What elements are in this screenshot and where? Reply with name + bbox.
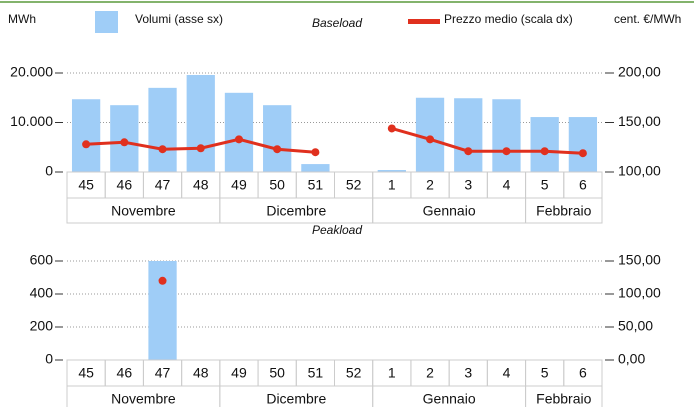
x-tick-label: 2 [426,177,434,193]
point [502,147,511,156]
bar [301,164,330,172]
y-tick-label: 200 [30,318,54,334]
point [387,124,396,133]
bar [263,105,292,172]
y2-tick-label: 0,00 [618,351,645,367]
x-tick-label: 52 [346,365,362,381]
bar [71,99,101,172]
y-tick-label: 0 [45,351,53,367]
point [540,147,549,156]
y2-tick-label: 200,00 [618,64,661,80]
group-cell [525,197,603,224]
bar [377,170,406,172]
bar [492,99,521,172]
point [158,145,167,154]
group-label: Febbraio [536,391,591,407]
point [578,149,587,158]
point [311,148,320,157]
x-tick-label: 4 [503,177,511,193]
x-tick-label: 3 [464,177,472,193]
chart-title: Baseload [312,16,362,30]
point [464,147,473,156]
bar [148,261,177,360]
bar [186,74,215,172]
group-cell [525,385,603,407]
y-tick-label: 20.000 [10,64,53,80]
bar [568,117,598,172]
x-tick-label: 45 [78,365,94,381]
point [273,145,282,154]
x-tick-label: 5 [541,177,549,193]
point [234,135,243,144]
y2-tick-label: 150,00 [618,113,661,129]
legend-label: Volumi (asse sx) [135,12,223,26]
chart-title: Peakload [312,223,362,237]
x-tick-label: 45 [78,177,94,193]
y-tick-label: 0 [45,163,53,179]
y2-axis-label: cent. €/MWh [614,12,681,26]
y-tick-label: 400 [30,285,54,301]
y-tick-label: 10.000 [10,113,53,129]
x-tick-label: 46 [117,177,133,193]
y2-tick-label: 50,00 [618,318,653,334]
bar [224,92,254,172]
group-label: Novembre [111,391,176,407]
y-axis-label: MWh [8,12,36,26]
x-tick-label: 47 [155,365,171,381]
y2-tick-label: 100,00 [618,285,661,301]
legend-swatch [408,19,440,24]
point [196,144,205,153]
point [426,135,435,144]
point [82,140,91,149]
x-tick-label: 50 [269,177,285,193]
y2-tick-label: 100,00 [618,163,661,179]
bar [454,98,483,172]
y2-tick-label: 150,00 [618,252,661,268]
x-tick-label: 52 [346,177,362,193]
x-tick-label: 49 [231,177,247,193]
bar [415,97,445,172]
x-tick-label: 5 [541,365,549,381]
x-tick-label: 46 [117,365,133,381]
y-tick-label: 600 [30,252,54,268]
x-tick-label: 48 [193,365,209,381]
x-tick-label: 6 [579,365,587,381]
x-tick-label: 3 [464,365,472,381]
x-tick-label: 51 [308,365,324,381]
x-tick-label: 2 [426,365,434,381]
group-label: Gennaio [423,391,476,407]
x-tick-label: 49 [231,365,247,381]
x-tick-label: 1 [388,177,396,193]
x-tick-label: 4 [503,365,511,381]
x-tick-label: 1 [388,365,396,381]
x-tick-label: 47 [155,177,171,193]
group-label: Gennaio [423,203,476,219]
group-label: Dicembre [266,391,326,407]
bar [148,87,177,172]
legend-label: Prezzo medio (scala dx) [444,12,573,26]
bar [530,117,559,172]
x-tick-label: 51 [308,177,324,193]
point [120,138,129,147]
group-label: Febbraio [536,203,591,219]
point [158,276,167,285]
x-tick-label: 6 [579,177,587,193]
group-label: Novembre [111,203,176,219]
group-label: Dicembre [266,203,326,219]
legend-swatch [95,11,118,33]
x-tick-label: 50 [269,365,285,381]
x-tick-label: 48 [193,177,209,193]
